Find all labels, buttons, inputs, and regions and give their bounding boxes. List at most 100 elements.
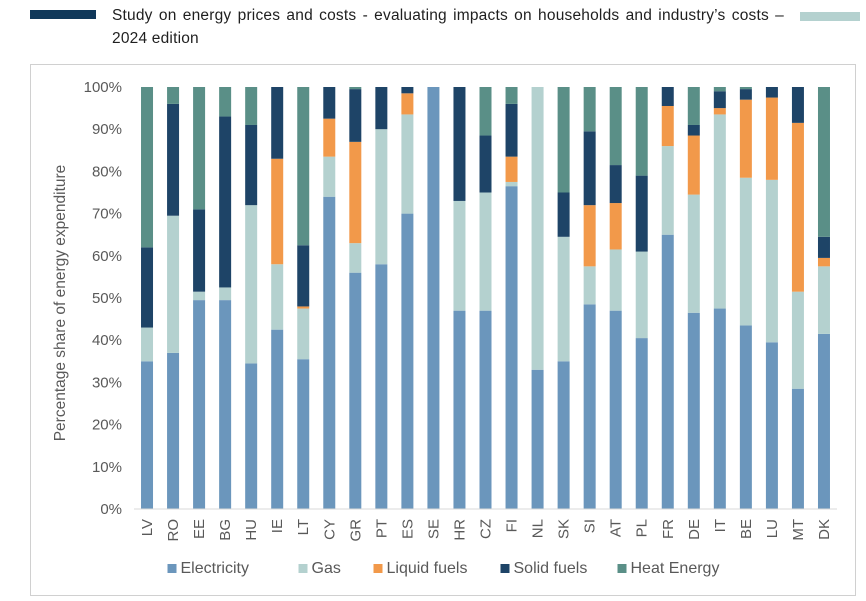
bar-segment-electricity [609,310,622,509]
bar-segment-gas [609,249,622,311]
bar-segment-liquid-fuels [349,141,362,244]
bar-segment-heat-energy [557,87,570,193]
x-tick-label: SE [425,519,442,539]
x-tick-label: NL [530,519,547,538]
bar-segment-solid-fuels [323,87,336,119]
bar-segment-solid-fuels [739,89,752,100]
x-tick-label: FR [660,519,677,539]
bar-segment-solid-fuels [167,103,180,216]
x-tick-label: HU [243,519,260,541]
bar-segment-electricity [583,304,596,509]
y-tick-label: 20% [92,417,122,434]
bar-segment-gas [687,194,700,313]
bar-segment-gas [557,236,570,362]
x-tick-label: ES [399,519,416,539]
x-tick-label: DE [686,519,703,540]
bar-segment-solid-fuels [401,87,414,94]
bar-segment-solid-fuels [609,165,622,204]
page-title: Study on energy prices and costs - evalu… [112,7,784,47]
bar-segment-electricity [453,310,466,509]
bar-segment-electricity [141,361,154,509]
legend-label: Electricity [181,560,249,577]
y-tick-label: 70% [92,206,122,223]
bar-segment-heat-energy [505,87,518,104]
stacked-bar-chart: 0% 10% 20% 30% 40% 50% 60% 70% 80% 90% 100% LV RO EE… [52,79,837,577]
bars [141,87,830,510]
bar-segment-electricity [661,234,674,509]
bar-segment-gas [531,87,544,370]
bar-segment-solid-fuels [817,236,830,258]
bar-segment-gas [349,243,362,273]
bar-segment-gas [739,177,752,326]
bar-segment-solid-fuels [765,87,778,98]
x-tick-label: CY [321,519,338,540]
legend-swatch [500,564,510,573]
legend-swatch [373,564,383,573]
bar-segment-electricity [401,213,414,509]
bar-segment-electricity [557,361,570,509]
x-tick-label: CZ [478,519,495,539]
bar-segment-gas [219,287,232,301]
x-tick-label: BG [217,519,234,541]
bar-segment-liquid-fuels [739,99,752,178]
bar-segment-heat-energy [479,87,492,136]
bar-segment-liquid-fuels [505,156,518,182]
x-tick-label: IT [712,519,729,532]
legend-swatch [617,564,627,573]
x-tick-label: LU [764,519,781,538]
x-tick-label: EE [191,519,208,539]
bar-segment-liquid-fuels [583,205,596,267]
bar-segment-solid-fuels [661,87,674,106]
bar-segment-electricity [323,196,336,509]
bar-segment-heat-energy [245,87,258,125]
header-accent-bar-right [800,12,860,21]
bar-segment-liquid-fuels [661,105,674,147]
bar-segment-solid-fuels [141,247,154,328]
bar-segment-heat-energy [583,87,596,132]
bar-segment-solid-fuels [687,124,700,136]
x-tick-label: RO [165,519,182,542]
legend-swatch [298,564,308,573]
bar-segment-solid-fuels [193,209,206,292]
legend-label: Heat Energy [631,560,720,577]
x-tick-label: HR [451,519,468,541]
legend-label: Solid fuels [514,560,588,577]
bar-segment-heat-energy [713,87,726,92]
bar-segment-electricity [765,342,778,509]
bar-segment-heat-energy [141,87,154,248]
bar-segment-heat-energy [687,87,700,125]
bar-segment-electricity [713,308,726,509]
bar-segment-heat-energy [635,87,648,176]
bar-segment-gas [193,291,206,301]
bar-segment-solid-fuels [453,87,466,201]
bar-segment-heat-energy [817,87,830,237]
bar-segment-solid-fuels [479,135,492,193]
bar-segment-heat-energy [609,87,622,166]
x-tick-label: PL [634,519,651,537]
bar-segment-electricity [427,87,440,509]
x-tick-label: MT [790,519,807,541]
bar-segment-gas [271,264,284,330]
bar-segment-electricity [297,359,310,509]
legend: Electricity Gas Liquid fuels Solid fuels Hea… [167,560,720,577]
bar-segment-liquid-fuels [297,306,310,309]
legend-label: Liquid fuels [387,560,468,577]
x-tick-label: IE [269,519,286,533]
bar-segment-electricity [245,363,258,509]
y-tick-label: 0% [100,501,122,518]
bar-segment-heat-energy [739,87,752,90]
x-tick-label: SK [556,519,573,539]
bar-segment-gas [791,291,804,389]
bar-segment-gas [479,192,492,311]
legend-swatch [167,564,177,573]
bar-segment-gas [323,156,336,197]
bar-segment-gas [167,215,180,353]
bar-segment-gas [817,266,830,334]
x-tick-label: AT [608,519,625,537]
bar-segment-electricity [505,186,518,510]
bar-segment-liquid-fuels [791,122,804,292]
x-tick-label: FI [504,519,521,532]
bar-segment-liquid-fuels [687,135,700,195]
bar-segment-gas [765,179,778,343]
y-tick-label: 90% [92,121,122,138]
